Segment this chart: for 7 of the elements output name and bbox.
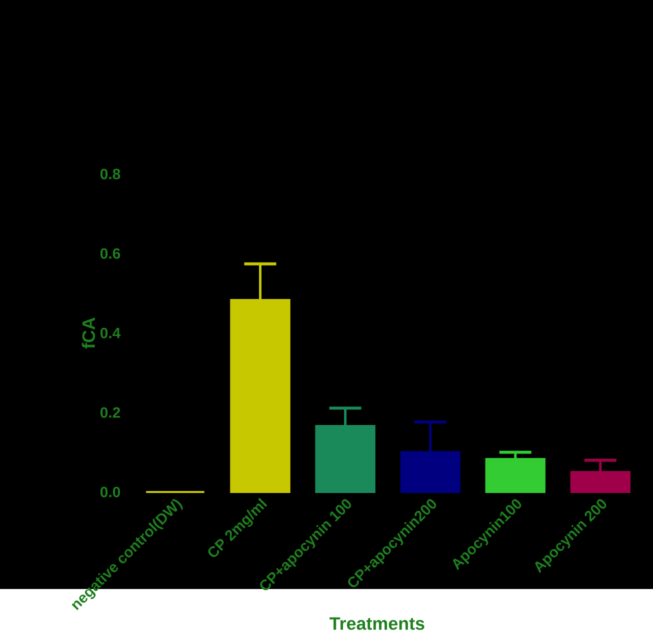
x-axis-title: Treatments (330, 617, 424, 630)
y-tick-label: 0.6 (100, 248, 120, 259)
y-tick-label: 0.2 (100, 407, 120, 418)
y-tick-label: 0.0 (100, 486, 120, 498)
y-tick-label: 0.4 (100, 328, 121, 338)
y-axis-title: fCA (82, 317, 96, 349)
y-tick-label: 0.8 (100, 168, 120, 180)
